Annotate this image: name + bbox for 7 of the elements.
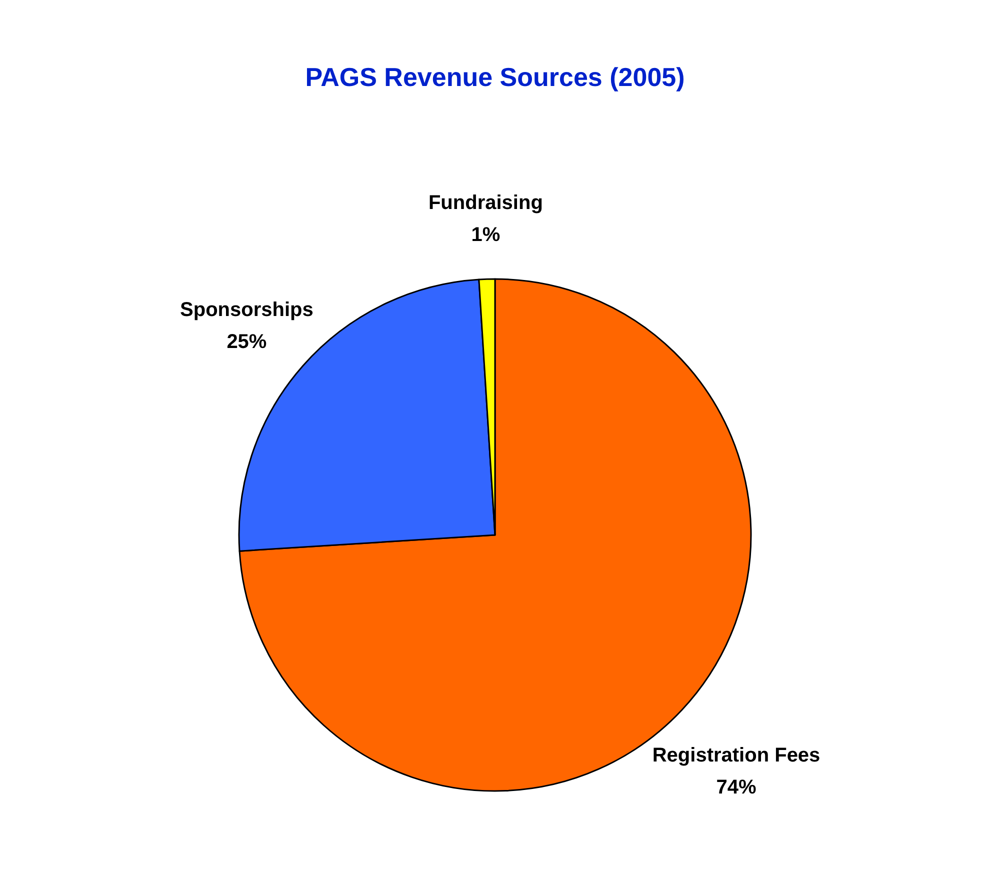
slice-label: Sponsorships [180, 299, 314, 322]
slice-label: Registration Fees [652, 744, 820, 767]
slice-label: Fundraising [428, 192, 543, 214]
data-label: 1% [471, 224, 500, 246]
data-label: 25% [226, 331, 267, 354]
data-label: 74% [716, 776, 757, 799]
chart-title: PAGS Revenue Sources (2005) [305, 62, 685, 92]
